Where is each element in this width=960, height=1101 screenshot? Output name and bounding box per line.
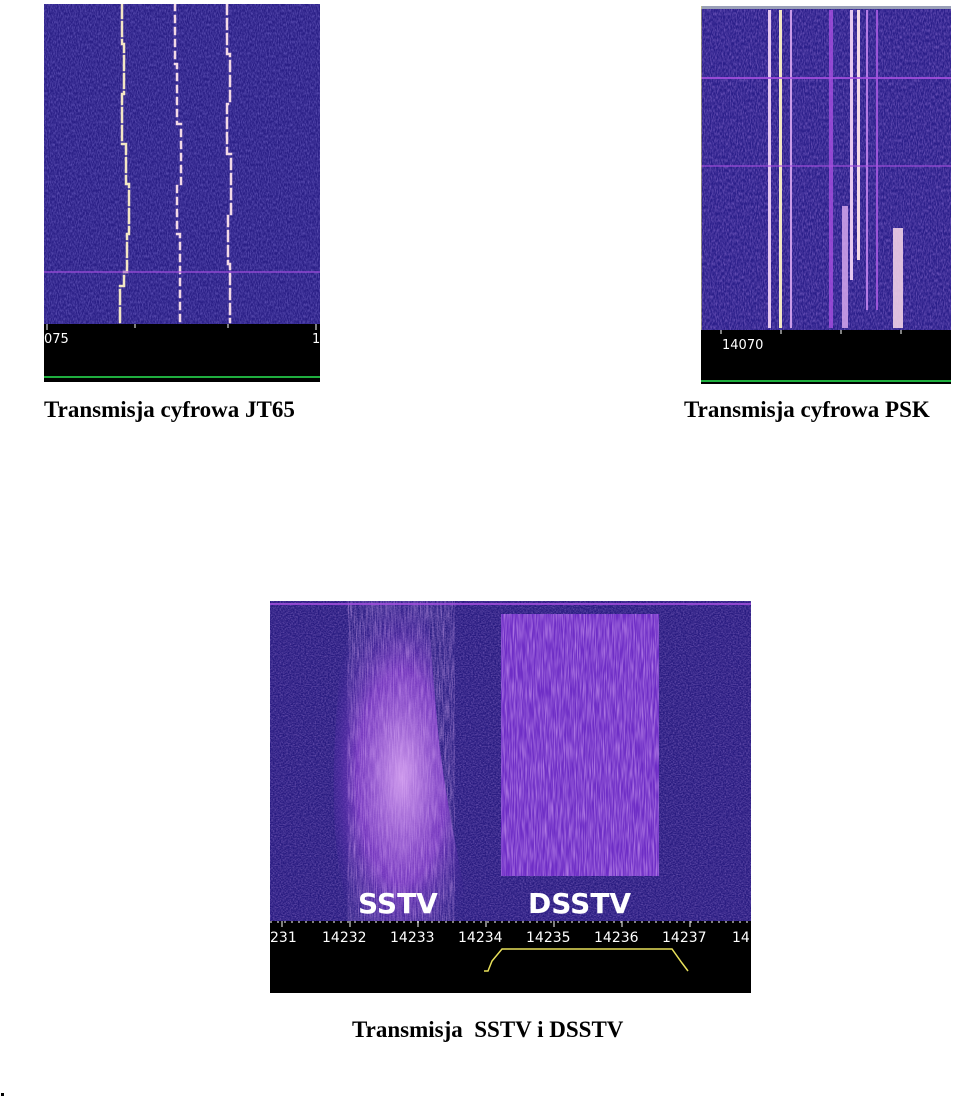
jt65-waterfall: 075 1	[44, 4, 320, 382]
jt65-caption: Transmisja cyfrowa JT65	[44, 397, 295, 422]
sstv-overlay-label: SSTV	[358, 887, 438, 920]
filter-passband-trace	[484, 948, 689, 972]
jt65-scale-label-right: 1	[312, 332, 320, 347]
sstv-scale-label: 14233	[390, 930, 435, 946]
psk-waterfall: 14070	[701, 6, 951, 384]
sstv-scale-label: 14	[732, 930, 750, 946]
dsstv-overlay-label: DSSTV	[528, 887, 631, 920]
sstv-dsstv-waterfall: SSTV DSSTV 231 14232 14233 14234 14235 1…	[270, 601, 751, 993]
psk-signal-traces	[768, 10, 903, 328]
jt65-scale-label-left: 075	[44, 332, 69, 347]
sstv-scale-label: 14232	[322, 930, 367, 946]
sstv-scale-label: 14234	[458, 930, 503, 946]
sstv-scale-label: 14237	[662, 930, 707, 946]
sstv-dsstv-caption: Transmisja SSTV i DSSTV	[352, 1017, 624, 1042]
psk-caption: Transmisja cyfrowa PSK	[684, 397, 930, 422]
sstv-scale-label: 14235	[526, 930, 571, 946]
stray-dot	[1, 1093, 4, 1096]
jt65-signal-traces	[118, 4, 233, 324]
sstv-scale-label: 14236	[594, 930, 639, 946]
sstv-scale-label: 231	[270, 930, 297, 946]
psk-scale-label: 14070	[722, 338, 763, 353]
